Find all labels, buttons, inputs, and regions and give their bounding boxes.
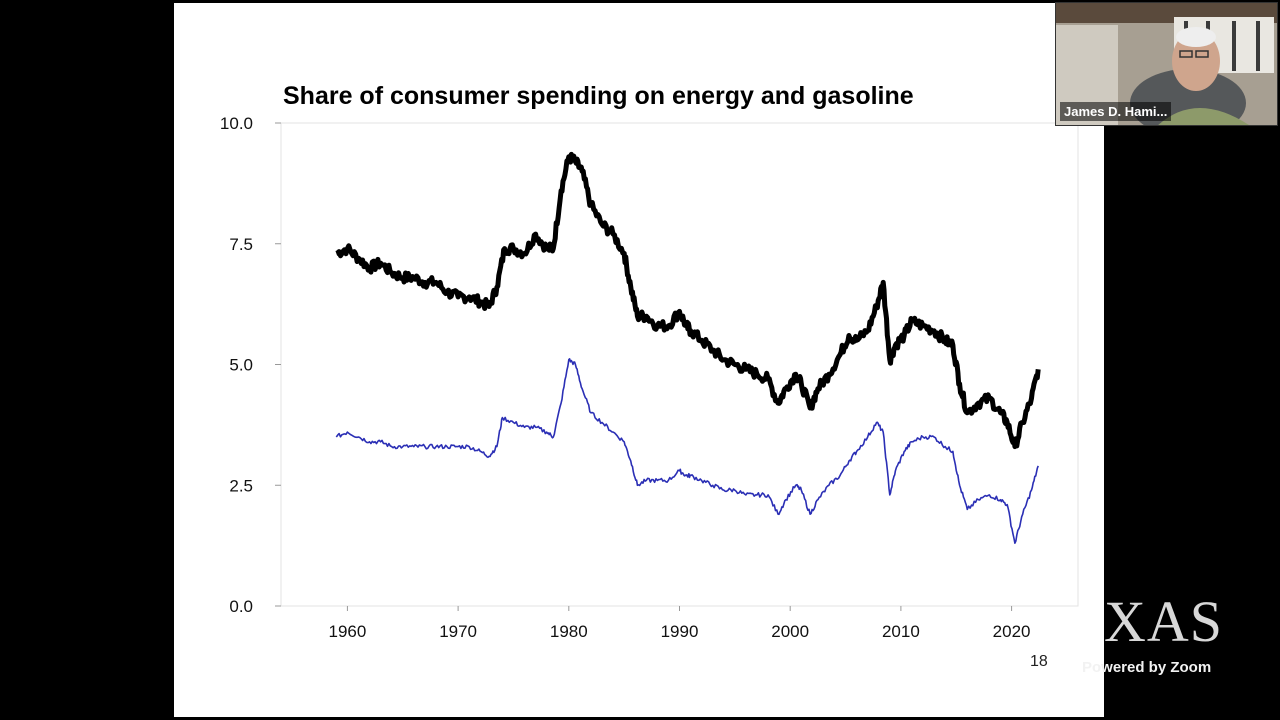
- x-tick-label: 1970: [439, 622, 477, 641]
- powered-by-zoom-label: Powered by Zoom: [1082, 659, 1212, 676]
- y-tick-label: 0.0: [229, 597, 253, 616]
- y-tick-label: 2.5: [229, 476, 253, 495]
- axes: 0.0 2.5 5.0 7.5 10.0 1960 1970 1980 1990 2000 2010…: [220, 114, 1031, 641]
- gasoline-series-line: [335, 358, 1039, 544]
- plot-frame: [280, 122, 1079, 607]
- participant-video-tile[interactable]: James D. Hami...: [1055, 2, 1278, 126]
- series-layer: [335, 151, 1041, 544]
- x-tick-label: 2000: [771, 622, 809, 641]
- chart: Share of consumer spending on energy and…: [220, 82, 1079, 641]
- x-tick-label: 1960: [329, 622, 367, 641]
- chart-title: Share of consumer spending on energy and…: [283, 82, 914, 110]
- energy-gasoline-series-line: [335, 151, 1041, 450]
- y-tick-label: 10.0: [220, 114, 253, 133]
- slide-number: 18: [1030, 653, 1048, 670]
- y-tick-label: 5.0: [229, 356, 253, 375]
- x-tick-label: 2010: [882, 622, 920, 641]
- x-tick-label: 1980: [550, 622, 588, 641]
- watermark-text: XAS: [1104, 589, 1224, 654]
- participant-name: James D. Hami...: [1060, 102, 1172, 121]
- x-tick-label: 2020: [993, 622, 1031, 641]
- presentation-slide: Share of consumer spending on energy and…: [174, 3, 1104, 717]
- y-tick-label: 7.5: [229, 235, 253, 254]
- x-tick-label: 1990: [661, 622, 699, 641]
